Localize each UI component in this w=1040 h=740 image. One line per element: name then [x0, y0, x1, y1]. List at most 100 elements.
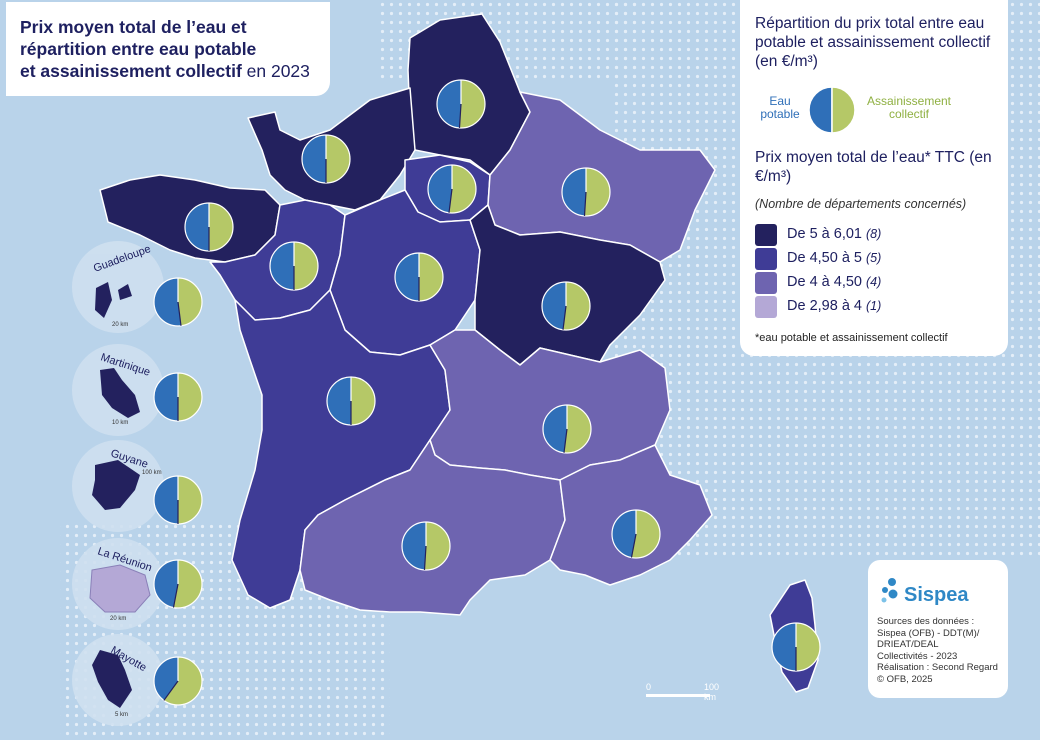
pie-nouvelle-aquitaine	[326, 376, 376, 426]
legend-pie-title-text: Répartition du prix total entre eau pota…	[755, 15, 991, 51]
pie-grand-est-divider-2	[583, 191, 587, 216]
legend-pie-title-unit: (en €/m³)	[755, 53, 818, 70]
pie-reunion	[153, 559, 203, 609]
pie-grand-est	[561, 167, 611, 217]
legend-pie-title: Répartition du prix total entre eau pota…	[755, 14, 1005, 71]
pie-ile-de-france-assainissement-slice	[448, 165, 476, 213]
legend-price-title: Prix moyen total de l’eau* TTC (en €/m³)	[755, 148, 1005, 186]
pie-occitanie-assainissement-slice	[424, 522, 450, 570]
pie-guadeloupe-assainissement-slice	[178, 278, 203, 326]
pie-reunion-assainissement-slice	[173, 560, 203, 608]
pie-hauts-de-france	[436, 79, 486, 129]
sispea-logo-icon	[881, 578, 898, 603]
pie-mayotte-assainissement-slice	[163, 657, 203, 705]
pie-guyane	[153, 475, 203, 525]
title-year: en 2023	[241, 61, 310, 81]
pie-bourgogne-franche-comte	[541, 281, 591, 331]
pie-reunion-divider-2	[172, 583, 179, 608]
inset-guadeloupe-scale: 20 km	[112, 322, 128, 328]
pie-normandie-assainissement-slice	[326, 135, 350, 183]
pie-corse	[771, 622, 821, 672]
pie-bretagne	[184, 202, 234, 252]
pie-bourgogne-franche-comte-eau-potable-slice	[542, 282, 566, 330]
pie-guyane-eau-potable-slice	[154, 476, 178, 524]
legend-footnote: *eau potable et assainissement collectif	[755, 332, 948, 344]
sispea-logo-text: Sispea	[904, 584, 969, 606]
pie-martinique-eau-potable-slice	[154, 373, 178, 421]
legend-count-note: (Nombre de départements concernés)	[755, 197, 967, 211]
pie-centre-val-de-loire-eau-potable-slice	[395, 253, 419, 301]
pie-nouvelle-aquitaine-eau-potable-slice	[327, 377, 351, 425]
pie-occitanie	[401, 521, 451, 571]
pie-normandie-eau-potable-slice	[302, 135, 326, 183]
pie-centre-val-de-loire	[394, 252, 444, 302]
scale-start: 0	[646, 682, 652, 692]
pie-mayotte	[153, 656, 203, 706]
title-panel: Prix moyen total de l’eau et répartition…	[6, 2, 330, 96]
inset-mayotte-scale: 5 km	[115, 712, 128, 718]
pie-hauts-de-france-assainissement-slice	[459, 80, 485, 128]
pie-occitanie-divider-2	[423, 545, 427, 570]
legend-swatch-2	[755, 248, 777, 270]
pie-hauts-de-france-divider-2	[458, 103, 462, 128]
pie-pays-de-la-loire-eau-potable-slice	[270, 242, 294, 290]
pie-guadeloupe-divider-2	[177, 301, 182, 326]
pie-pays-de-la-loire-assainissement-slice	[294, 242, 318, 290]
pie-pays-de-la-loire	[269, 241, 319, 291]
pie-ile-de-france-divider-2	[448, 188, 453, 213]
pie-martinique-assainissement-slice	[178, 373, 202, 421]
pie-ile-de-france-eau-potable-slice	[428, 164, 452, 213]
legend-price-title-text: Prix moyen total de l’eau* TTC	[755, 149, 965, 166]
legend-class-2-label: De 4,50 à 5 (5)	[787, 250, 882, 266]
inset-reunion-scale: 20 km	[110, 616, 126, 622]
legend-class-1-label: De 5 à 6,01 (8)	[787, 226, 882, 242]
title-line-3: et assainissement collectif	[20, 61, 242, 81]
legend-swatch-3	[755, 272, 777, 294]
pie-occitanie-eau-potable-slice	[401, 522, 426, 570]
pie-corse-assainissement-slice	[796, 623, 820, 671]
inset-guyane-shape	[92, 460, 140, 510]
pie-bretagne-eau-potable-slice	[185, 203, 209, 251]
scale-end: 100 km	[704, 682, 720, 702]
inset-martinique-scale: 10 km	[112, 420, 128, 426]
pie-auvergne-rhone-alpes	[542, 404, 592, 454]
pie-corse-eau-potable-slice	[772, 623, 796, 671]
pie-reunion-eau-potable-slice	[154, 560, 178, 608]
title-line-1: Prix moyen total de l’eau et	[20, 17, 247, 37]
source-text: Sources des données : Sispea (OFB) - DDT…	[877, 616, 998, 685]
legend-price-title-unit: (en €/m³)	[755, 149, 992, 185]
pie-grand-est-assainissement-slice	[584, 168, 610, 216]
legend-swatch-1	[755, 224, 777, 246]
pie-paca-assainissement-slice	[631, 510, 660, 558]
pie-martinique	[153, 372, 203, 422]
pie-paca	[611, 509, 661, 559]
legend-panel: Répartition du prix total entre eau pota…	[740, 0, 1008, 356]
pie-auvergne-rhone-alpes-assainissement-slice	[563, 405, 591, 454]
inset-guadeloupe-shape	[95, 282, 132, 318]
pie-hauts-de-france-eau-potable-slice	[437, 80, 461, 128]
legend-class-4-label: De 2,98 à 4 (1)	[787, 298, 882, 314]
inset-guyane-scale: 100 km	[142, 470, 162, 476]
pie-guyane-assainissement-slice	[178, 476, 202, 524]
pie-paca-eau-potable-slice	[611, 510, 636, 558]
legend-class-3-label: De 4 à 4,50 (4)	[787, 274, 882, 290]
pie-ile-de-france	[427, 164, 477, 214]
pie-auvergne-rhone-alpes-divider-2	[563, 428, 568, 453]
source-panel: Sispea Sources des données : Sispea (OFB…	[868, 560, 1008, 698]
pie-mayotte-divider-2	[163, 680, 179, 701]
pie-paca-divider-2	[630, 533, 637, 558]
legend-pie-sample	[808, 86, 856, 134]
map-title: Prix moyen total de l’eau et répartition…	[20, 16, 325, 82]
legend-eau-potable-label: Eau potable	[760, 94, 800, 121]
pie-grand-est-eau-potable-slice	[562, 168, 586, 216]
pie-bretagne-assainissement-slice	[209, 203, 233, 251]
pie-nouvelle-aquitaine-assainissement-slice	[351, 377, 375, 425]
pie-centre-val-de-loire-assainissement-slice	[419, 253, 443, 301]
inset-reunion-shape	[89, 564, 151, 613]
legend-swatch-4	[755, 296, 777, 318]
pie-auvergne-rhone-alpes-eau-potable-slice	[543, 405, 567, 453]
pie-guadeloupe	[153, 277, 203, 327]
pie-mayotte-eau-potable-slice	[153, 657, 178, 701]
pie-bourgogne-franche-comte-assainissement-slice	[562, 282, 590, 330]
scale-line	[646, 694, 710, 697]
